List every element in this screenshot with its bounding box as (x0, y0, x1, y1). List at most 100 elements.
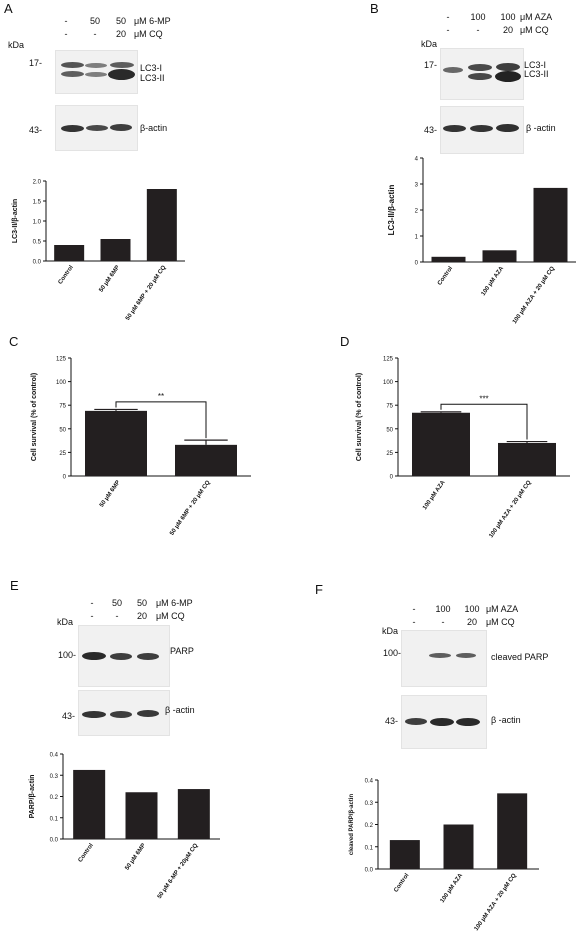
x-tick-label: Control (58, 264, 75, 285)
x-tick-label: 50 μM 6MP (99, 480, 122, 509)
header-lane-2: 50 (89, 16, 100, 26)
mw-marker: 100- (58, 650, 77, 660)
y-axis-label: PARP/β-actin (29, 775, 36, 819)
x-tick-label: 100 μM AZA (422, 479, 447, 511)
y-tick-label: 2.0 (33, 180, 42, 186)
bar (443, 824, 474, 869)
y-tick-label: 1.5 (33, 200, 42, 206)
western-blot (440, 48, 524, 100)
bar (412, 412, 470, 476)
bar-chart: 0 1 2 3 4 LC3-II/β-actin Control 100 μM AZA 100 … (387, 157, 576, 325)
y-tick-label: 0.2 (365, 823, 374, 829)
band-label: β-actin (140, 123, 168, 133)
band-label: LC3-I (524, 60, 547, 70)
bar (498, 442, 556, 476)
y-axis-label: LC3-II/β-actin (387, 185, 396, 236)
header-lane-1: - (64, 29, 68, 39)
western-blot (401, 695, 487, 749)
western-blot (55, 50, 138, 94)
western-blot (401, 630, 487, 687)
western-blot (440, 106, 524, 154)
y-axis-label: Cell survival (% of control) (356, 373, 363, 461)
panel-label: B (370, 1, 379, 16)
x-tick-label: 100 μM AZA (481, 265, 506, 297)
x-tick-label: 50 μM 6MP (124, 843, 147, 872)
x-tick-label: 50 μM 6-MP + 20μM CQ (157, 842, 200, 900)
significance-label: *** (479, 394, 488, 403)
y-tick-label: 75 (59, 404, 66, 410)
y-tick-label: 25 (386, 451, 393, 457)
header-lane-3: 20 (502, 25, 513, 35)
x-tick-label: 100 μM AZA + 20 μM CQ (512, 265, 556, 325)
bar-chart: 0.0 0.1 0.2 0.3 0.4 PARP/β-actin Control 50 μM … (29, 753, 220, 900)
mw-marker: 100- (383, 648, 402, 658)
y-tick-label: 4 (415, 157, 419, 163)
bar-chart: 0 25 50 75 100 125 Cell survival (% of control… (356, 357, 570, 539)
header-lane-3: 100 (464, 604, 480, 614)
y-tick-label: 0.1 (365, 845, 374, 851)
header-lane-3: 100 (500, 12, 516, 22)
band-label: β -actin (165, 705, 195, 715)
bar (497, 793, 528, 869)
panel-label: E (10, 578, 19, 593)
y-tick-label: 0.3 (50, 774, 59, 780)
y-tick-label: 0.3 (365, 801, 374, 807)
y-tick-label: 3 (415, 183, 419, 189)
bar (533, 187, 568, 262)
panel-label: F (315, 582, 323, 597)
x-tick-label: 50 μM 6MP (98, 265, 121, 294)
panel-label: D (340, 334, 350, 349)
header-lane-2: - (93, 29, 97, 39)
x-tick-label: Control (437, 265, 454, 286)
bar (389, 840, 420, 869)
header-lane-1: - (412, 604, 416, 614)
mw-marker: 43- (385, 716, 399, 726)
y-tick-label: 0.5 (33, 240, 42, 246)
significance-bracket (440, 403, 528, 440)
panel-label: A (4, 1, 13, 16)
header-lane-1: - (446, 12, 450, 22)
bar (177, 789, 210, 839)
header-lane-3: 20 (115, 29, 126, 39)
header-lane-1: - (446, 25, 450, 35)
mw-marker: 43- (62, 711, 76, 721)
band-label: PARP (170, 646, 194, 656)
y-axis-label: Cell survival (% of control) (31, 373, 38, 461)
header-lane-2: - (115, 611, 119, 621)
header-lane-3: 50 (136, 598, 147, 608)
x-tick-label: 50 μM 6MP + 20 μM CQ (169, 479, 212, 536)
band-label: β -actin (526, 123, 556, 133)
header-lane-2: 100 (470, 12, 486, 22)
kda-label: kDa (382, 626, 399, 636)
y-tick-label: 25 (59, 451, 66, 457)
band-label: cleaved PARP (491, 652, 549, 662)
x-tick-label: Control (393, 872, 410, 893)
bar (431, 256, 466, 262)
y-tick-label: 0.0 (33, 260, 42, 266)
mw-marker: 17- (424, 60, 438, 70)
treatment-unit: μM AZA (520, 12, 553, 22)
y-tick-label: 2 (415, 209, 419, 215)
y-tick-label: 0 (63, 475, 67, 481)
y-tick-label: 75 (386, 404, 393, 410)
bar (73, 769, 106, 839)
bar-chart: 0.0 0.5 1.0 1.5 2.0 LC3-II/β-actin Control 50 μ… (12, 180, 185, 322)
kda-label: kDa (8, 40, 25, 50)
treatment-unit: μM AZA (486, 604, 519, 614)
x-tick-label: Control (78, 842, 95, 863)
y-tick-label: 0.4 (50, 753, 59, 759)
kda-label: kDa (57, 617, 74, 627)
bar (125, 792, 158, 839)
y-tick-label: 1 (415, 235, 419, 241)
treatment-unit: μM CQ (486, 617, 515, 627)
bar-chart: 0.0 0.1 0.2 0.3 0.4 cleaved PARP/β-actin Contr… (349, 779, 539, 932)
bar (100, 239, 131, 261)
band-label: LC3-II (140, 73, 165, 83)
y-tick-label: 0.1 (50, 816, 59, 822)
band-label: LC3-I (140, 63, 163, 73)
panel-label: C (9, 334, 19, 349)
band-label: β -actin (491, 715, 521, 725)
y-tick-label: 0.4 (365, 779, 374, 785)
mw-marker: 43- (29, 125, 43, 135)
